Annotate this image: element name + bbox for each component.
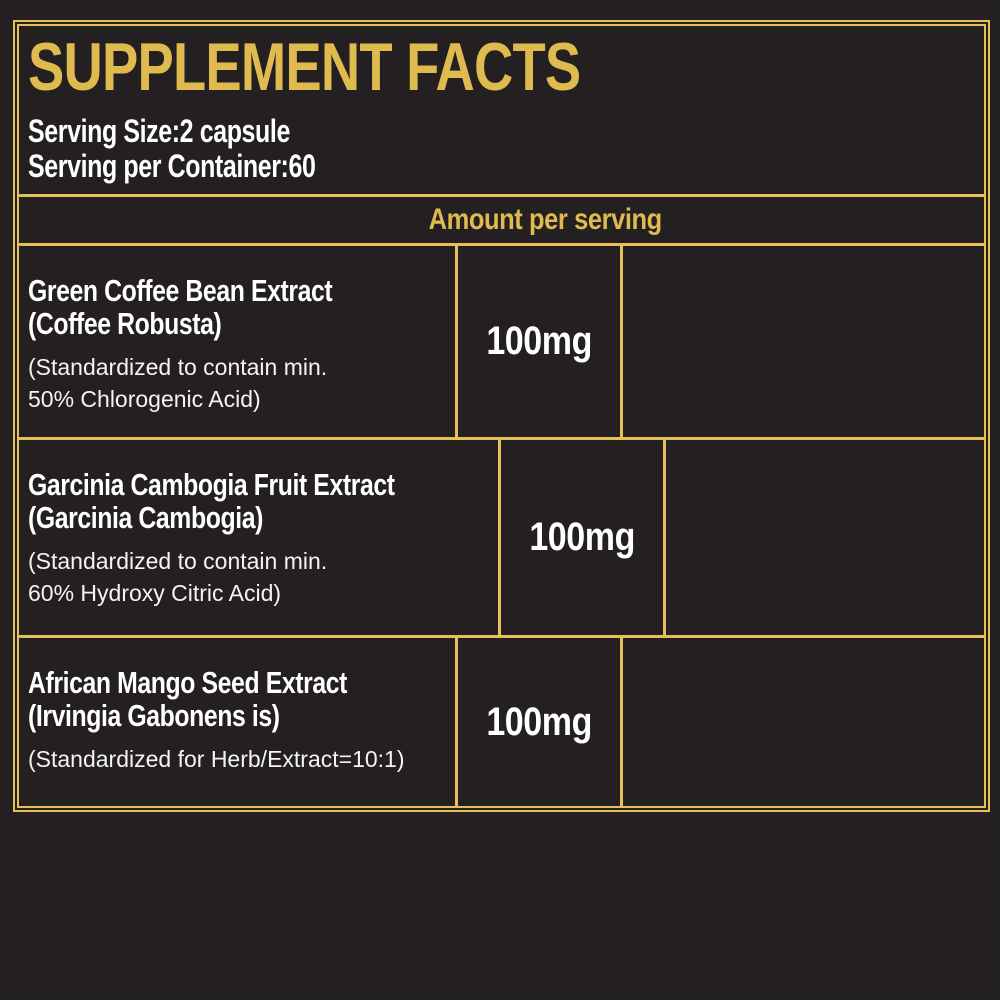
servings-per-container-text: Serving per Container:60 <box>28 148 316 184</box>
amount-cell: 100mg <box>501 440 667 635</box>
amount-value: 100mg <box>486 699 592 744</box>
ingredient-note-line: (Standardized for Herb/Extract=10:1) <box>28 746 405 772</box>
table-row: Green Coffee Bean Extract (Coffee Robust… <box>19 246 984 440</box>
amount-value: 100mg <box>486 319 592 363</box>
daily-value-cell <box>623 638 984 806</box>
ingredient-name-line: (Garcinia Cambogia) <box>28 500 263 535</box>
ingredient-note-line: (Standardized to contain min. <box>28 354 328 380</box>
ingredient-name-line: African Mango Seed Extract <box>28 665 347 700</box>
ingredients-table: Green Coffee Bean Extract (Coffee Robust… <box>19 246 984 806</box>
ingredient-name-cell: Green Coffee Bean Extract (Coffee Robust… <box>19 246 458 437</box>
amount-value: 100mg <box>529 515 636 559</box>
ingredient-name: Garcinia Cambogia Fruit Extract (Garcini… <box>28 468 395 534</box>
ingredient-note-line: 50% Chlorogenic Acid) <box>28 386 261 412</box>
ingredient-note-line: 60% Hydroxy Citric Acid) <box>28 580 282 606</box>
daily-value-cell <box>623 246 984 437</box>
ingredient-note-line: (Standardized to contain min. <box>28 548 328 574</box>
ingredient-note: (Standardized to contain min. 60% Hydrox… <box>28 545 486 609</box>
ingredient-name-line: (Irvingia Gabonens is) <box>28 698 280 733</box>
amount-per-serving-header-row: Amount per serving <box>19 194 984 246</box>
ingredient-note: (Standardized to contain min. 50% Chloro… <box>28 351 443 415</box>
serving-size-text: Serving Size:2 capsule <box>28 113 290 149</box>
ingredient-note: (Standardized for Herb/Extract=10:1) <box>28 743 443 775</box>
ingredient-name-line: (Coffee Robusta) <box>28 306 222 341</box>
supplement-facts-panel: SUPPLEMENT FACTS Serving Size:2 capsule … <box>13 20 990 812</box>
amount-cell: 100mg <box>458 246 623 437</box>
page-title: SUPPLEMENT FACTS <box>28 29 581 105</box>
table-row: African Mango Seed Extract (Irvingia Gab… <box>19 638 984 806</box>
ingredient-name-cell: African Mango Seed Extract (Irvingia Gab… <box>19 638 458 806</box>
ingredient-name-cell: Garcinia Cambogia Fruit Extract (Garcini… <box>19 440 502 635</box>
amount-per-serving-label: Amount per serving <box>428 203 663 236</box>
ingredient-name-line: Green Coffee Bean Extract <box>28 273 333 308</box>
daily-value-cell <box>666 440 984 635</box>
label-header: SUPPLEMENT FACTS Serving Size:2 capsule … <box>19 26 984 194</box>
serving-info: Serving Size:2 capsule Serving per Conta… <box>28 113 316 184</box>
amount-cell: 100mg <box>458 638 623 806</box>
ingredient-name: African Mango Seed Extract (Irvingia Gab… <box>28 666 347 732</box>
table-row: Garcinia Cambogia Fruit Extract (Garcini… <box>19 440 984 638</box>
ingredient-name: Green Coffee Bean Extract (Coffee Robust… <box>28 273 333 341</box>
ingredient-name-line: Garcinia Cambogia Fruit Extract <box>28 467 395 502</box>
